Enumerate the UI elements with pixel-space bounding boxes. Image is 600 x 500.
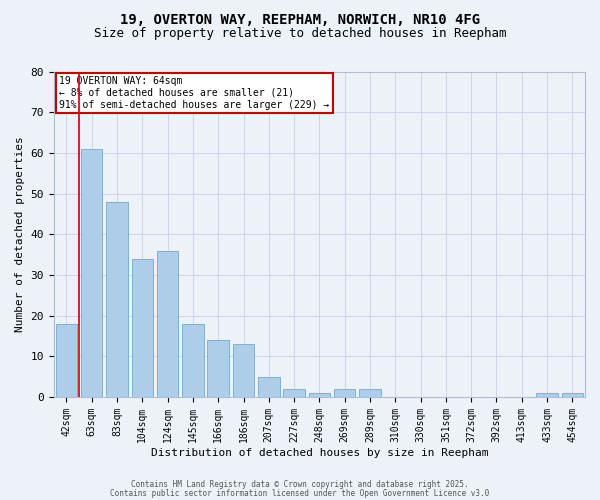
Bar <box>308 393 330 397</box>
Text: 19 OVERTON WAY: 64sqm
← 8% of detached houses are smaller (21)
91% of semi-detac: 19 OVERTON WAY: 64sqm ← 8% of detached h… <box>59 76 329 110</box>
Bar <box>157 250 178 397</box>
X-axis label: Distribution of detached houses by size in Reepham: Distribution of detached houses by size … <box>151 448 488 458</box>
Bar <box>562 393 583 397</box>
Bar <box>182 324 203 397</box>
Text: 19, OVERTON WAY, REEPHAM, NORWICH, NR10 4FG: 19, OVERTON WAY, REEPHAM, NORWICH, NR10 … <box>120 12 480 26</box>
Bar <box>106 202 128 397</box>
Text: Size of property relative to detached houses in Reepham: Size of property relative to detached ho… <box>94 28 506 40</box>
Y-axis label: Number of detached properties: Number of detached properties <box>15 136 25 332</box>
Bar <box>536 393 558 397</box>
Bar <box>334 389 355 397</box>
Bar <box>283 389 305 397</box>
Bar <box>81 149 103 397</box>
Bar <box>131 258 153 397</box>
Bar <box>359 389 381 397</box>
Bar <box>208 340 229 397</box>
Bar <box>56 324 77 397</box>
Text: Contains public sector information licensed under the Open Government Licence v3: Contains public sector information licen… <box>110 488 490 498</box>
Bar <box>233 344 254 397</box>
Text: Contains HM Land Registry data © Crown copyright and database right 2025.: Contains HM Land Registry data © Crown c… <box>131 480 469 489</box>
Bar <box>258 376 280 397</box>
